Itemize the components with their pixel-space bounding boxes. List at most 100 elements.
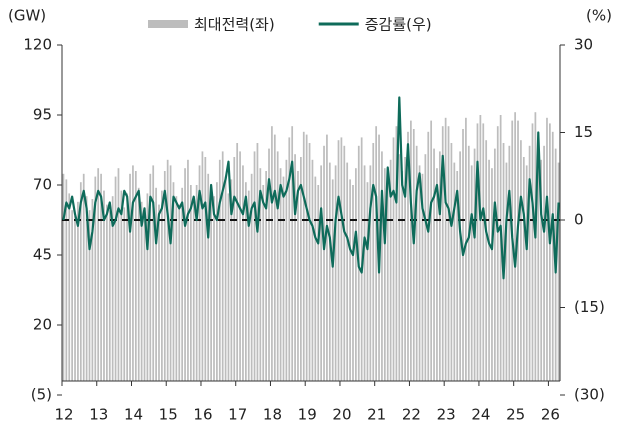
bar bbox=[166, 159, 169, 381]
bar bbox=[543, 145, 545, 381]
bar bbox=[476, 123, 479, 382]
x-tick-label: 24 bbox=[471, 406, 490, 424]
bar bbox=[137, 187, 140, 381]
bar bbox=[178, 204, 181, 381]
bar bbox=[395, 126, 398, 381]
bar bbox=[189, 185, 192, 381]
bar bbox=[85, 196, 88, 381]
bar bbox=[531, 123, 534, 382]
bar bbox=[143, 207, 146, 381]
bar bbox=[134, 171, 137, 381]
legend-label: 최대전력(좌) bbox=[194, 16, 275, 34]
bar bbox=[169, 165, 172, 381]
bar bbox=[71, 210, 74, 381]
bar bbox=[265, 171, 267, 381]
bar bbox=[132, 165, 134, 381]
y2-tick-label: 15 bbox=[574, 123, 593, 141]
bar bbox=[218, 159, 221, 381]
x-tick-label: 15 bbox=[159, 406, 178, 424]
bar bbox=[557, 162, 560, 381]
y-axis-title: (GW) bbox=[8, 7, 46, 25]
bar bbox=[482, 123, 485, 382]
bar bbox=[207, 173, 210, 381]
bar bbox=[114, 176, 117, 381]
bar bbox=[493, 148, 496, 381]
y-tick-label: (5) bbox=[31, 386, 52, 404]
bar bbox=[522, 157, 525, 381]
bar bbox=[438, 151, 441, 381]
bar bbox=[302, 131, 305, 381]
bar bbox=[117, 168, 120, 381]
x-tick-label: 26 bbox=[541, 406, 560, 424]
bar bbox=[355, 168, 357, 381]
bar bbox=[534, 112, 537, 381]
bar bbox=[444, 117, 447, 382]
bar bbox=[163, 171, 166, 381]
bar bbox=[470, 165, 473, 381]
y2-tick-label: (15) bbox=[574, 298, 605, 316]
bar bbox=[407, 131, 409, 381]
bar bbox=[343, 145, 346, 381]
bar bbox=[126, 193, 129, 381]
bar bbox=[184, 168, 186, 381]
bar bbox=[106, 204, 108, 381]
bar bbox=[398, 154, 401, 381]
bar bbox=[129, 173, 131, 381]
bar bbox=[381, 151, 383, 381]
bar bbox=[363, 165, 366, 381]
bar bbox=[91, 199, 94, 381]
bar bbox=[158, 204, 160, 381]
bar bbox=[517, 120, 519, 381]
bar bbox=[551, 131, 554, 381]
x-tick-label: 25 bbox=[506, 406, 525, 424]
bar bbox=[328, 162, 331, 381]
bar bbox=[204, 157, 207, 381]
bar bbox=[421, 173, 424, 381]
y-tick-label: 120 bbox=[23, 36, 52, 54]
bar bbox=[74, 215, 76, 381]
bar bbox=[279, 168, 282, 381]
bar bbox=[511, 120, 514, 381]
y2-tick-label: (30) bbox=[574, 386, 605, 404]
bar bbox=[111, 196, 114, 381]
bar bbox=[88, 210, 91, 381]
y2-tick-label: 30 bbox=[574, 36, 593, 54]
bar bbox=[233, 157, 236, 381]
bar bbox=[331, 179, 334, 381]
bar bbox=[346, 162, 349, 381]
bar bbox=[227, 193, 230, 381]
bar bbox=[187, 159, 189, 381]
bar bbox=[294, 154, 296, 381]
bar bbox=[201, 151, 204, 381]
bar bbox=[415, 145, 418, 381]
bar bbox=[337, 140, 340, 381]
bar bbox=[299, 157, 302, 381]
bar bbox=[213, 196, 215, 381]
bar bbox=[528, 145, 531, 381]
legend-swatch bbox=[148, 20, 188, 28]
bar bbox=[123, 207, 126, 381]
x-tick-label: 20 bbox=[332, 406, 351, 424]
bar bbox=[485, 140, 488, 381]
bar bbox=[479, 115, 482, 381]
bar bbox=[77, 201, 79, 381]
bar bbox=[100, 173, 102, 381]
bar bbox=[271, 126, 273, 381]
bar bbox=[436, 168, 438, 381]
bar bbox=[140, 201, 143, 381]
bar bbox=[288, 137, 291, 381]
bar bbox=[375, 126, 378, 381]
bar bbox=[323, 145, 325, 381]
bar bbox=[459, 151, 461, 381]
bar bbox=[491, 168, 493, 381]
bar bbox=[239, 151, 241, 381]
bar bbox=[496, 126, 499, 381]
bar bbox=[262, 185, 265, 381]
bar bbox=[427, 131, 430, 381]
bar bbox=[172, 182, 175, 381]
bar bbox=[305, 134, 308, 381]
bar bbox=[404, 157, 406, 381]
bar bbox=[514, 112, 516, 381]
bar bbox=[352, 185, 354, 381]
bar bbox=[97, 168, 100, 381]
